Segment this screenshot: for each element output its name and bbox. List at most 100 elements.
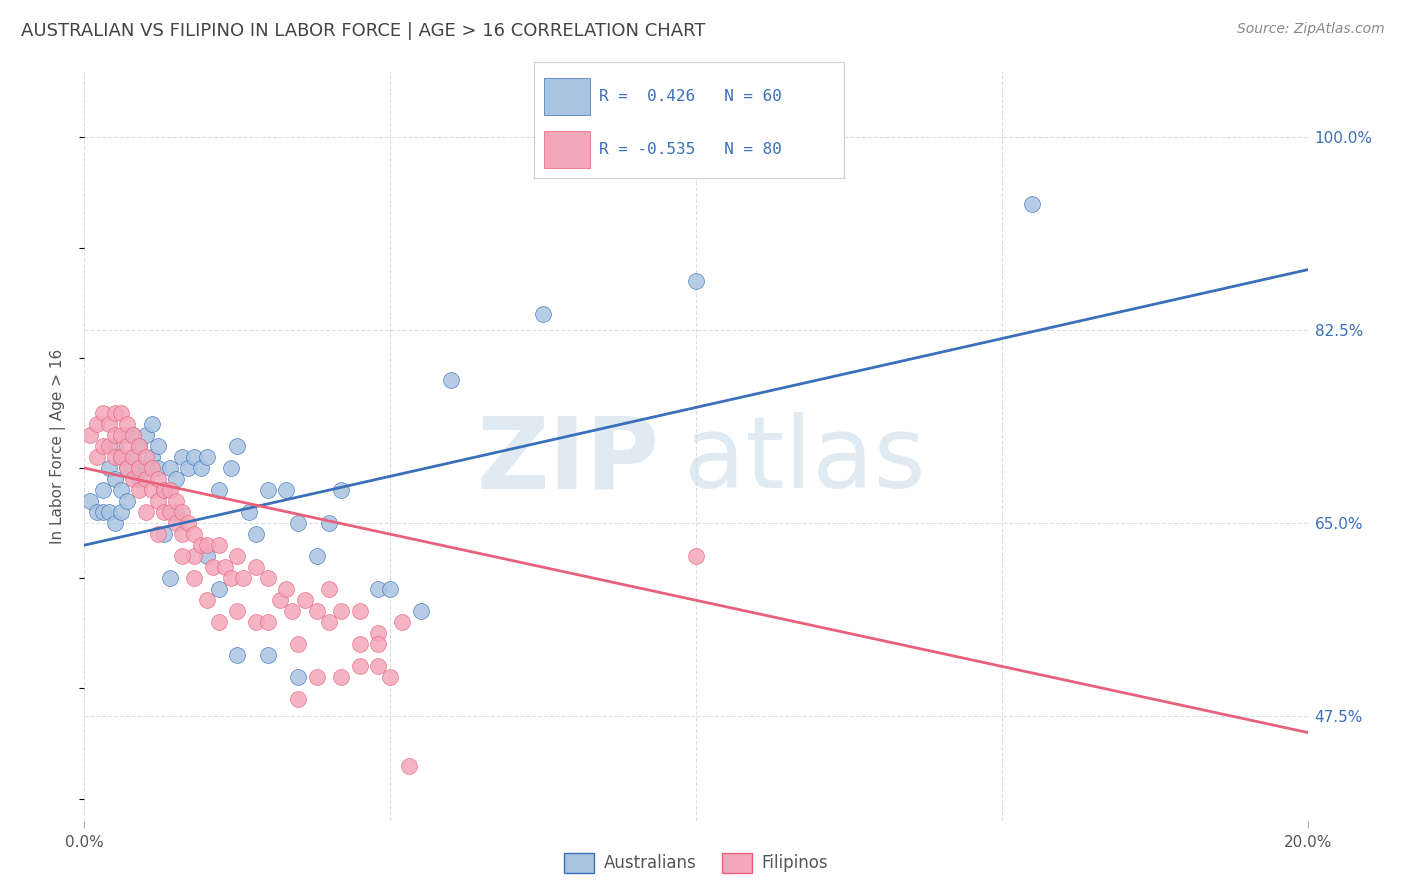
Point bbox=[79, 494, 101, 508]
Point bbox=[122, 428, 145, 442]
Point bbox=[104, 450, 127, 464]
Point bbox=[165, 505, 187, 519]
Point bbox=[153, 505, 176, 519]
Point bbox=[281, 604, 304, 618]
Point bbox=[97, 461, 120, 475]
Point bbox=[195, 549, 218, 564]
Point bbox=[165, 472, 187, 486]
Point bbox=[165, 516, 187, 530]
Point bbox=[391, 615, 413, 630]
Point bbox=[367, 582, 389, 597]
Point bbox=[367, 659, 389, 673]
Point bbox=[245, 615, 267, 630]
Point bbox=[287, 637, 309, 651]
Point bbox=[115, 439, 138, 453]
Point bbox=[318, 516, 340, 530]
Point bbox=[195, 538, 218, 552]
Point bbox=[269, 593, 291, 607]
Point bbox=[135, 428, 157, 442]
Point bbox=[91, 505, 114, 519]
Point bbox=[409, 604, 432, 618]
Point bbox=[172, 549, 194, 564]
Point bbox=[141, 461, 163, 475]
Point bbox=[153, 483, 176, 497]
Point bbox=[183, 450, 205, 464]
Point bbox=[110, 428, 132, 442]
Point bbox=[318, 582, 340, 597]
Point bbox=[135, 472, 157, 486]
Point bbox=[208, 615, 231, 630]
Point bbox=[330, 604, 353, 618]
Point bbox=[128, 439, 150, 453]
Point bbox=[214, 560, 236, 574]
Point bbox=[104, 439, 127, 453]
Point bbox=[128, 472, 150, 486]
Point bbox=[159, 483, 181, 497]
Point bbox=[115, 461, 138, 475]
Point bbox=[219, 571, 242, 585]
Point bbox=[172, 527, 194, 541]
Point bbox=[287, 670, 309, 684]
Point bbox=[86, 505, 108, 519]
Point bbox=[115, 417, 138, 431]
Point bbox=[190, 461, 212, 475]
Text: R =  0.426   N = 60: R = 0.426 N = 60 bbox=[599, 88, 782, 103]
Y-axis label: In Labor Force | Age > 16: In Labor Force | Age > 16 bbox=[49, 349, 66, 543]
Point bbox=[201, 560, 224, 574]
Point bbox=[531, 307, 554, 321]
Point bbox=[91, 483, 114, 497]
Point bbox=[190, 538, 212, 552]
Point bbox=[349, 637, 371, 651]
FancyBboxPatch shape bbox=[544, 131, 591, 168]
Point bbox=[104, 406, 127, 420]
Text: ZIP: ZIP bbox=[477, 412, 659, 509]
Point bbox=[135, 461, 157, 475]
Point bbox=[146, 527, 169, 541]
Point bbox=[1021, 196, 1043, 211]
Point bbox=[159, 571, 181, 585]
Point bbox=[330, 670, 353, 684]
Point bbox=[349, 659, 371, 673]
Point bbox=[226, 439, 249, 453]
Point bbox=[104, 428, 127, 442]
Point bbox=[440, 373, 463, 387]
Point bbox=[294, 593, 316, 607]
Point bbox=[257, 571, 280, 585]
Point bbox=[135, 450, 157, 464]
Point bbox=[128, 461, 150, 475]
Point bbox=[257, 648, 280, 663]
Point bbox=[110, 406, 132, 420]
Point bbox=[195, 593, 218, 607]
Point bbox=[195, 450, 218, 464]
Point bbox=[380, 670, 402, 684]
Point bbox=[153, 527, 176, 541]
Point bbox=[146, 461, 169, 475]
Point bbox=[305, 670, 328, 684]
Point bbox=[91, 439, 114, 453]
Point bbox=[110, 505, 132, 519]
Point bbox=[104, 472, 127, 486]
Point bbox=[232, 571, 254, 585]
Point bbox=[141, 483, 163, 497]
Point bbox=[226, 604, 249, 618]
Point bbox=[349, 604, 371, 618]
Point bbox=[97, 439, 120, 453]
Point bbox=[183, 527, 205, 541]
Point bbox=[153, 483, 176, 497]
Point bbox=[685, 274, 707, 288]
Point bbox=[141, 417, 163, 431]
Text: AUSTRALIAN VS FILIPINO IN LABOR FORCE | AGE > 16 CORRELATION CHART: AUSTRALIAN VS FILIPINO IN LABOR FORCE | … bbox=[21, 22, 706, 40]
Point bbox=[257, 483, 280, 497]
Point bbox=[159, 505, 181, 519]
Point bbox=[115, 428, 138, 442]
Point bbox=[110, 450, 132, 464]
Point bbox=[172, 505, 194, 519]
Point bbox=[305, 549, 328, 564]
Point bbox=[685, 549, 707, 564]
Point bbox=[183, 549, 205, 564]
Point bbox=[398, 758, 420, 772]
Point bbox=[110, 450, 132, 464]
Point bbox=[86, 417, 108, 431]
Point bbox=[226, 648, 249, 663]
Point bbox=[115, 461, 138, 475]
